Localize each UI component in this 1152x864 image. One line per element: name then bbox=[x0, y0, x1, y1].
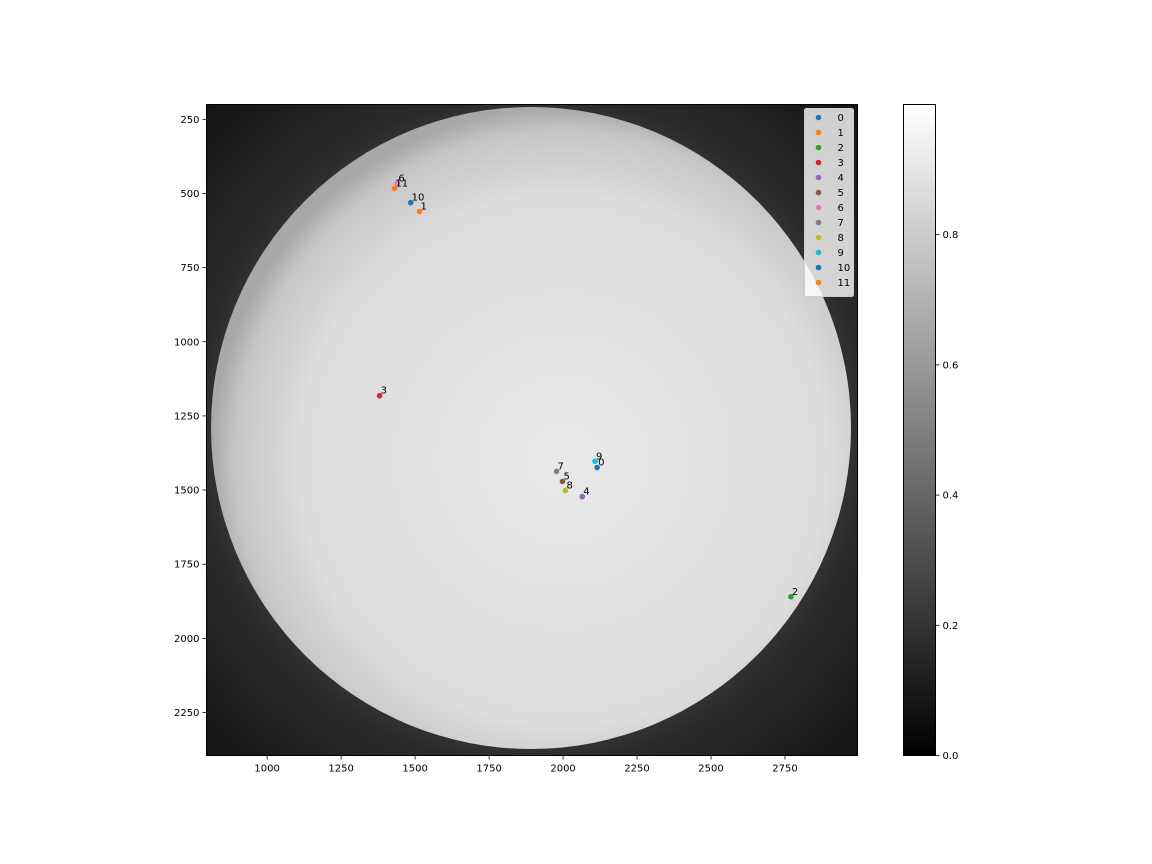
point-label-4: 4 bbox=[583, 487, 589, 498]
legend-label-1: 1 bbox=[838, 128, 844, 139]
legend-label-8: 8 bbox=[838, 233, 844, 244]
point-label-6: 6 bbox=[398, 173, 404, 184]
axes-frame bbox=[206, 104, 858, 756]
y-tick-label: 1500 bbox=[174, 486, 199, 497]
point-3 bbox=[376, 392, 383, 399]
y-tick-label: 500 bbox=[180, 189, 199, 200]
legend-label-10: 10 bbox=[838, 263, 851, 274]
legend-marker-10 bbox=[815, 264, 822, 271]
point-11 bbox=[391, 185, 398, 192]
point-5 bbox=[559, 478, 566, 485]
point-label-0: 0 bbox=[598, 458, 604, 469]
point-0 bbox=[594, 464, 600, 471]
point-label-11: 11 bbox=[395, 178, 408, 189]
point-6 bbox=[394, 180, 401, 187]
legend-label-9: 9 bbox=[838, 248, 844, 259]
colorbar-tick-label: 0.0 bbox=[943, 751, 959, 762]
y-tick-label: 1250 bbox=[174, 411, 199, 422]
legend-marker-4 bbox=[815, 174, 822, 181]
legend-label-2: 2 bbox=[838, 143, 844, 154]
legend: 0 1 2 3 4 5 6 7 8 9 10 11 bbox=[804, 108, 854, 297]
x-tick-label: 1500 bbox=[402, 764, 427, 775]
point-10 bbox=[407, 199, 414, 206]
scatter-points bbox=[376, 180, 794, 600]
x-tick-label: 2000 bbox=[550, 764, 575, 775]
legend-box bbox=[804, 108, 854, 297]
point-label-8: 8 bbox=[566, 480, 572, 491]
legend-marker-11 bbox=[815, 279, 822, 286]
y-tick-label: 2250 bbox=[174, 708, 199, 719]
colorbar-tick-label: 0.4 bbox=[943, 491, 959, 502]
y-tick-label: 750 bbox=[180, 263, 199, 274]
point-label-7: 7 bbox=[558, 461, 564, 472]
point-label-5: 5 bbox=[563, 471, 569, 482]
colorbar-ticks: 0.0 0.2 0.4 0.6 0.8 bbox=[935, 230, 959, 762]
legend-marker-9 bbox=[815, 249, 822, 256]
y-tick-label: 1000 bbox=[174, 337, 199, 348]
point-label-2: 2 bbox=[792, 587, 798, 598]
legend-marker-0 bbox=[815, 114, 822, 121]
legend-marker-2 bbox=[815, 144, 822, 151]
legend-label-7: 7 bbox=[838, 218, 844, 229]
point-7 bbox=[553, 468, 560, 475]
legend-label-6: 6 bbox=[838, 203, 844, 214]
point-label-9: 9 bbox=[596, 451, 602, 462]
x-tick-label: 1000 bbox=[254, 764, 279, 775]
solar-disk bbox=[211, 107, 851, 749]
legend-marker-5 bbox=[815, 189, 822, 196]
x-axis: 1000 1250 1500 1750 2000 2250 2500 2750 bbox=[254, 755, 798, 775]
colorbar-gradient bbox=[903, 104, 936, 756]
point-labels: 0 1 2 3 4 5 6 78 9 10 11 bbox=[381, 173, 799, 597]
legend-marker-1 bbox=[815, 129, 822, 136]
x-tick-label: 2500 bbox=[698, 764, 723, 775]
point-label-1: 1 bbox=[421, 202, 427, 213]
point-label-10: 10 bbox=[412, 193, 425, 204]
x-tick-label: 1750 bbox=[476, 764, 501, 775]
x-tick-label: 1250 bbox=[328, 764, 353, 775]
y-axis: 250 500 750 1000 1250 1500 1750 2000 2250 bbox=[174, 115, 207, 719]
legend-label-0: 0 bbox=[838, 113, 844, 124]
point-2 bbox=[788, 594, 794, 600]
point-label-3: 3 bbox=[381, 386, 387, 397]
y-tick-label: 250 bbox=[180, 115, 199, 126]
legend-label-3: 3 bbox=[838, 158, 844, 169]
point-4 bbox=[579, 493, 586, 500]
colorbar-tick-label: 0.8 bbox=[943, 230, 959, 241]
legend-label-11: 11 bbox=[838, 278, 851, 289]
colorbar-tick-label: 0.6 bbox=[943, 360, 959, 371]
legend-marker-3 bbox=[815, 159, 822, 166]
legend-marker-8 bbox=[815, 234, 822, 241]
x-tick-label: 2750 bbox=[772, 764, 797, 775]
y-tick-label: 1750 bbox=[174, 560, 199, 571]
legend-marker-7 bbox=[815, 219, 822, 226]
colorbar-tick-label: 0.2 bbox=[943, 621, 959, 632]
y-tick-label: 2000 bbox=[174, 634, 199, 645]
legend-marker-6 bbox=[815, 204, 822, 211]
x-tick-label: 2250 bbox=[624, 764, 649, 775]
point-1 bbox=[416, 208, 423, 215]
legend-label-5: 5 bbox=[838, 188, 844, 199]
main-axes: 1000 1250 1500 1750 2000 2250 2500 2750 2505007… bbox=[174, 104, 858, 775]
colorbar: 0.0 0.2 0.4 0.6 0.8 bbox=[903, 104, 959, 762]
legend-label-4: 4 bbox=[838, 173, 844, 184]
point-8 bbox=[562, 487, 569, 494]
point-9 bbox=[592, 458, 598, 465]
